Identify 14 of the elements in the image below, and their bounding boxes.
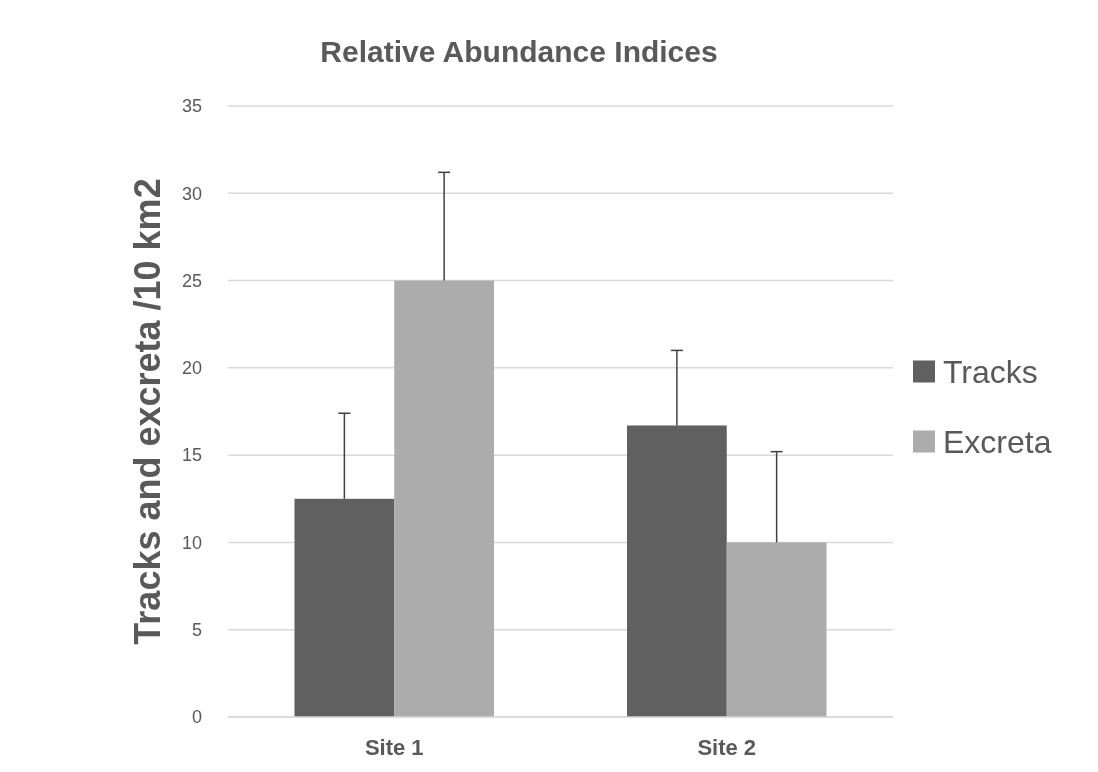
y-tick-label: 20 bbox=[181, 358, 202, 379]
y-axis-title: Tracks and excreta /10 km2 bbox=[127, 178, 168, 645]
legend-label: Tracks bbox=[943, 353, 1038, 390]
legend-label: Excreta bbox=[943, 423, 1052, 460]
x-tick-label: Site 1 bbox=[364, 735, 424, 760]
y-tick-label: 15 bbox=[181, 445, 202, 466]
y-tick-label: 5 bbox=[191, 620, 202, 641]
chart-title: Relative Abundance Indices bbox=[320, 35, 718, 68]
y-tick-label: 10 bbox=[181, 532, 202, 553]
y-tick-label: 25 bbox=[181, 270, 202, 291]
y-tick-label: 0 bbox=[191, 707, 202, 728]
y-tick-label: 30 bbox=[181, 183, 202, 204]
x-tick-label: Site 2 bbox=[697, 735, 757, 760]
y-tick-label: 35 bbox=[181, 96, 202, 117]
